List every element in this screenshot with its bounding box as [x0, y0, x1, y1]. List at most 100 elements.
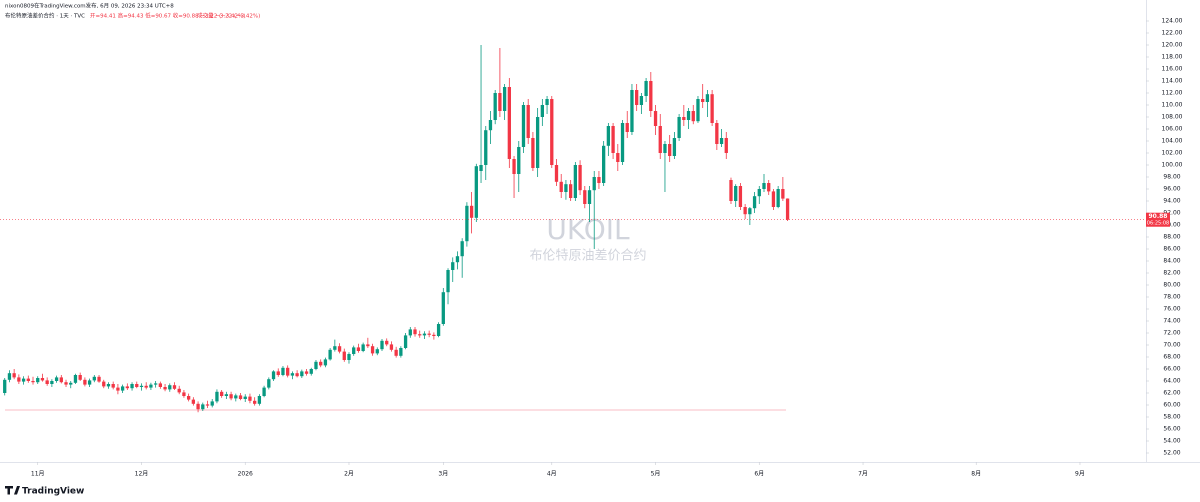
candle-body	[767, 183, 771, 192]
x-tick-label: 8月	[971, 471, 981, 478]
candle-body	[644, 81, 648, 96]
y-tick-label: 104.00	[1162, 138, 1183, 145]
x-tick-label: 5月	[651, 471, 661, 478]
candle-body	[26, 378, 30, 381]
y-tick-label: 106.00	[1162, 126, 1183, 133]
candle-body	[177, 388, 181, 393]
candle-body	[300, 371, 304, 377]
candle-body	[762, 183, 766, 189]
candle-body	[668, 144, 672, 156]
volume-text: 成交量 −3.22 (−3.42%)	[197, 12, 260, 20]
last-price-label: 90.88	[1149, 213, 1168, 220]
candle-body	[201, 404, 205, 410]
candle-body	[606, 126, 611, 146]
candle-body	[59, 377, 63, 383]
countdown: 06:25:08	[1147, 221, 1169, 227]
candle-body	[564, 184, 568, 192]
publisher: nixon0809在TradingView.com发布, 6月 09, 2026…	[5, 2, 174, 10]
candle-body	[568, 184, 573, 198]
y-tick-label: 72.00	[1163, 330, 1180, 337]
y-tick-label: 92.00	[1163, 210, 1180, 217]
candle-body	[130, 384, 134, 389]
candle-body	[507, 87, 511, 159]
candle-body	[460, 241, 464, 257]
candle-body	[97, 376, 101, 382]
candle-body	[50, 381, 54, 384]
last-price-tag	[1146, 212, 1170, 227]
candle-body	[295, 373, 299, 377]
y-tick-label: 74.00	[1163, 318, 1180, 325]
candle-body	[385, 340, 389, 345]
candle-body	[253, 400, 257, 404]
y-tick-label: 80.00	[1163, 282, 1180, 289]
candle-body	[337, 346, 342, 352]
candle-body	[182, 392, 186, 396]
candle-body	[106, 384, 111, 387]
candle-body	[172, 385, 177, 389]
candle-body	[220, 391, 224, 396]
y-tick-label: 118.00	[1162, 54, 1183, 61]
candle-body	[408, 329, 412, 336]
candle-body	[696, 99, 700, 122]
candle-body	[31, 381, 35, 383]
y-tick-label: 124.00	[1162, 18, 1183, 25]
candle-body	[748, 208, 752, 215]
candle-body	[238, 395, 243, 399]
candle-body	[620, 123, 625, 162]
y-tick-label: 96.00	[1163, 186, 1180, 193]
candle-body	[592, 177, 596, 191]
candle-body	[361, 344, 365, 351]
candle-body	[446, 270, 450, 293]
candle-body	[441, 292, 445, 324]
y-tick-label: 60.00	[1163, 402, 1180, 409]
candle-body	[210, 401, 214, 406]
y-tick-label: 68.00	[1163, 354, 1180, 361]
y-tick-label: 122.00	[1162, 30, 1183, 37]
candle-body	[319, 361, 323, 366]
candle-body	[215, 391, 219, 402]
candle-body	[682, 117, 686, 120]
candle-body	[120, 386, 125, 391]
candle-body	[597, 177, 601, 183]
candle-body	[267, 379, 271, 388]
candle-body	[314, 361, 318, 369]
candle-body	[144, 385, 148, 388]
candle-body	[724, 138, 728, 153]
candle-body	[649, 81, 653, 111]
y-tick-label: 114.00	[1162, 78, 1183, 85]
candle-body	[12, 373, 16, 378]
ohlc-text: 开=94.41 高=94.43 低=90.67 收=90.88 −3.22 (−…	[90, 12, 245, 20]
y-tick-label: 98.00	[1163, 174, 1180, 181]
candle-body	[526, 105, 530, 138]
candle-body	[352, 347, 356, 354]
x-tick-label: 2026	[238, 471, 253, 478]
candle-body	[672, 138, 677, 156]
candle-body	[271, 371, 276, 380]
candle-body	[587, 190, 592, 204]
candle-body	[196, 403, 200, 410]
candle-body	[257, 396, 262, 404]
candle-body	[545, 99, 549, 105]
candle-body	[781, 189, 785, 199]
logo-mark	[5, 486, 20, 495]
candle-body	[517, 147, 521, 174]
candle-body	[356, 347, 361, 351]
candle-body	[248, 396, 252, 401]
candle-body	[663, 144, 667, 153]
candle-body	[191, 399, 196, 404]
candle-body	[286, 367, 290, 376]
candle-body	[276, 371, 280, 375]
symbol: 布伦特原油差价合约 · 1天 · TVC	[5, 12, 85, 20]
candle-body	[502, 87, 507, 111]
candle-body	[625, 123, 629, 132]
y-tick-label: 90.00	[1163, 222, 1180, 229]
x-tick-label: 9月	[1075, 471, 1085, 478]
y-tick-label: 62.00	[1163, 390, 1180, 397]
candle-body	[92, 376, 96, 381]
y-tick-label: 64.00	[1163, 378, 1180, 385]
candle-body	[686, 111, 691, 120]
candle-body	[583, 190, 587, 204]
y-tick-label: 70.00	[1163, 342, 1180, 349]
candle-body	[436, 324, 441, 336]
candle-body	[691, 111, 695, 122]
